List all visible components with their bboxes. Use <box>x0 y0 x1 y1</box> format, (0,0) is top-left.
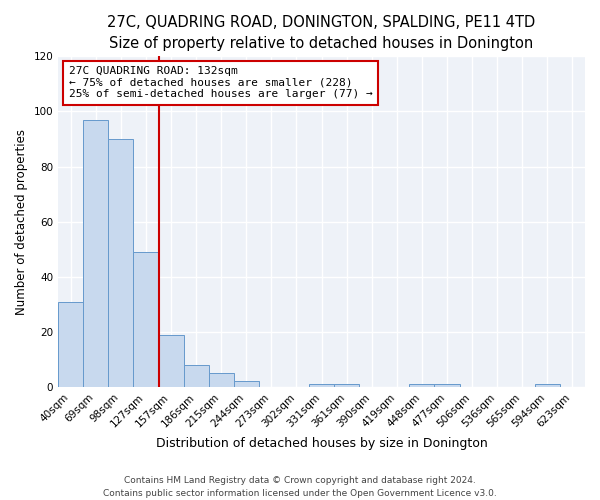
Bar <box>184 365 209 387</box>
Bar <box>109 139 133 387</box>
Bar <box>234 382 259 387</box>
Bar <box>133 252 158 387</box>
Text: 27C QUADRING ROAD: 132sqm
← 75% of detached houses are smaller (228)
25% of semi: 27C QUADRING ROAD: 132sqm ← 75% of detac… <box>69 66 373 100</box>
Bar <box>409 384 434 387</box>
Bar <box>209 373 234 387</box>
Y-axis label: Number of detached properties: Number of detached properties <box>15 128 28 314</box>
Bar <box>158 334 184 387</box>
Bar <box>309 384 334 387</box>
Bar <box>434 384 460 387</box>
Title: 27C, QUADRING ROAD, DONINGTON, SPALDING, PE11 4TD
Size of property relative to d: 27C, QUADRING ROAD, DONINGTON, SPALDING,… <box>107 15 536 51</box>
Text: Contains HM Land Registry data © Crown copyright and database right 2024.
Contai: Contains HM Land Registry data © Crown c… <box>103 476 497 498</box>
Bar <box>334 384 359 387</box>
Bar <box>83 120 109 387</box>
X-axis label: Distribution of detached houses by size in Donington: Distribution of detached houses by size … <box>156 437 487 450</box>
Bar <box>535 384 560 387</box>
Bar <box>58 302 83 387</box>
